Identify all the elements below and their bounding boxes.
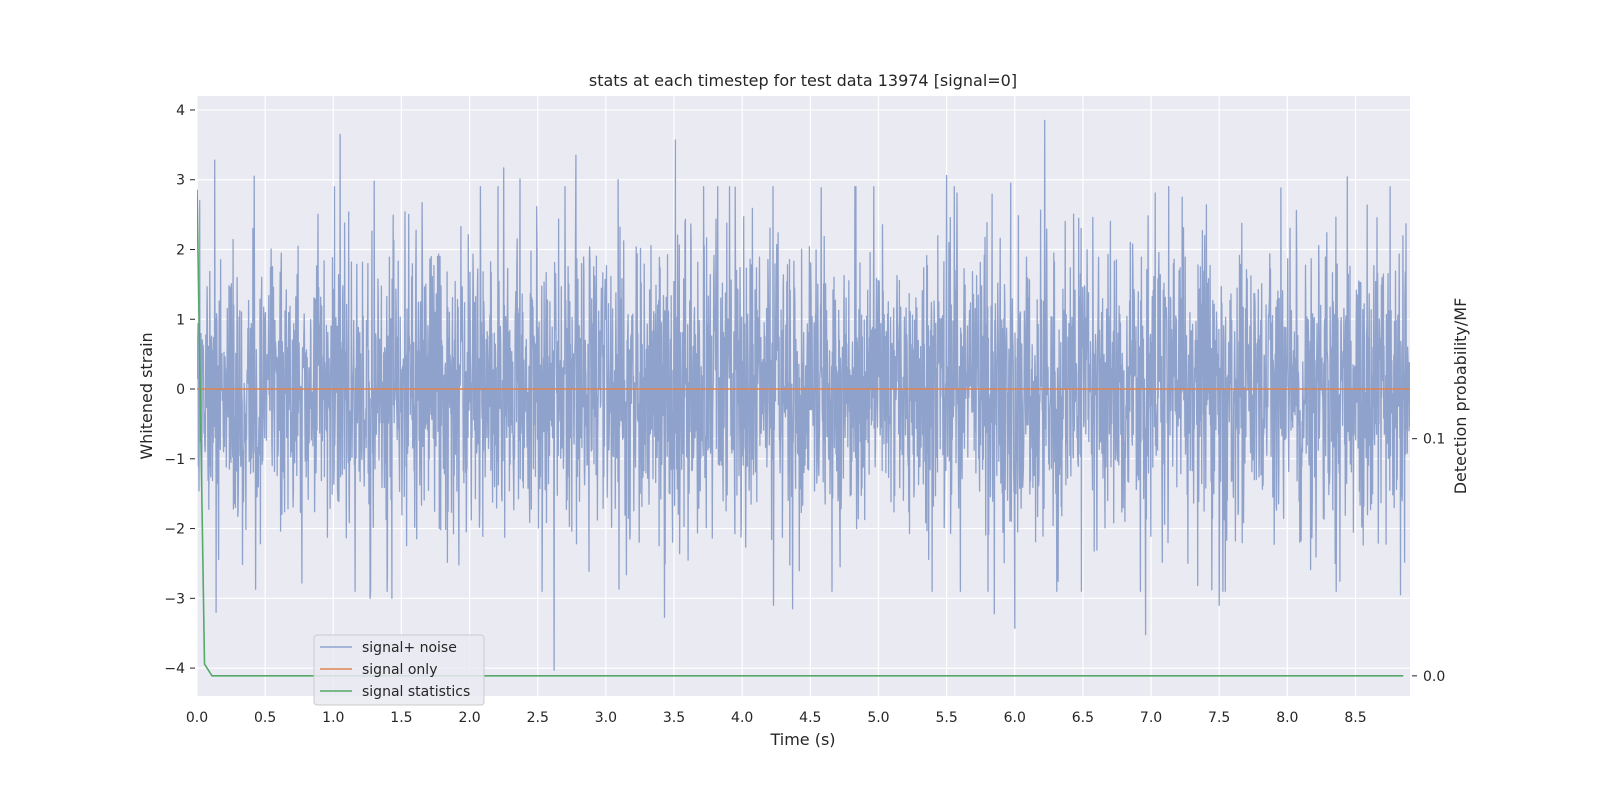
x-tick-label: 8.0: [1276, 710, 1298, 726]
chart-title: stats at each timestep for test data 139…: [589, 71, 1017, 90]
y-axis-title: Whitened strain: [137, 332, 156, 459]
x-tick-label: 1.5: [390, 710, 412, 726]
y-tick-label: 2: [176, 242, 185, 258]
y-tick-label: 3: [176, 173, 185, 189]
x-tick-label: 2.5: [527, 710, 549, 726]
x-tick-label: 3.5: [663, 710, 685, 726]
x-tick-label: 4.0: [731, 710, 753, 726]
y2-axis-title: Detection probability/MF: [1451, 298, 1470, 495]
series-layer: [197, 119, 1410, 677]
x-tick-label: 3.0: [595, 710, 617, 726]
y-tick-label: −4: [164, 661, 185, 677]
x-tick-label: 5.5: [935, 710, 957, 726]
x-tick-label: 6.0: [1004, 710, 1026, 726]
x-tick-label: 0.0: [186, 710, 208, 726]
legend-label: signal statistics: [362, 684, 470, 700]
legend-label: signal only: [362, 662, 437, 678]
x-tick-label: 2.0: [458, 710, 480, 726]
legend-box: [313, 634, 485, 706]
y2-tick-label: 0.1: [1423, 432, 1445, 448]
y2-tick-label: 0.0: [1423, 669, 1445, 685]
series-line-signal-statistics: [197, 189, 1404, 677]
x-tick-label: 1.0: [322, 710, 344, 726]
y-tick-label: 0: [176, 382, 185, 398]
x-tick-label: 4.5: [799, 710, 821, 726]
x-tick-label: 8.5: [1344, 710, 1366, 726]
y-tick-label: 4: [176, 103, 185, 119]
y-tick-label: −1: [164, 452, 185, 468]
x-axis-title: Time (s): [769, 730, 835, 749]
y-tick-label: −3: [164, 591, 185, 607]
axes: 0.0 0.5 1.0 1.5 2.0 2.5 3.0 3.5 4.0 4.5 5.0 5.5 6.0 6…: [164, 103, 1445, 726]
series-line-signal-noise: [197, 119, 1410, 671]
x-tick-label: 5.0: [867, 710, 889, 726]
y-tick-label: 1: [176, 312, 185, 328]
legend-label: signal+ noise: [362, 640, 457, 656]
y-tick-label: −2: [164, 522, 185, 538]
x-tick-label: 7.5: [1208, 710, 1230, 726]
x-tick-label: 0.5: [254, 710, 276, 726]
x-tick-label: 7.0: [1140, 710, 1162, 726]
x-tick-label: 6.5: [1072, 710, 1094, 726]
legend: signal+ noise signal only signal statistic…: [313, 634, 485, 706]
